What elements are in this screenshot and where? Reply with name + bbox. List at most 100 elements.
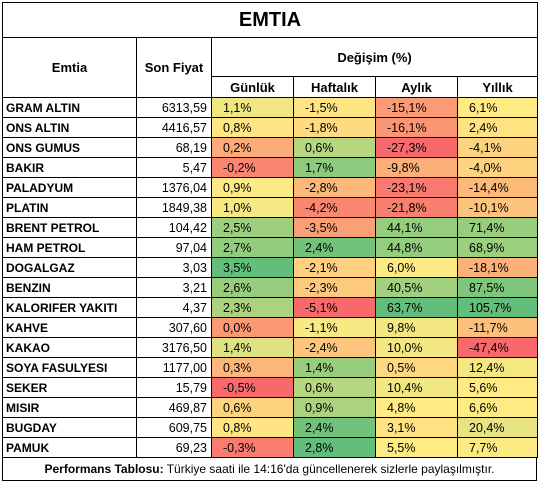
weekly-change: -2,4% [293,337,376,358]
header-monthly: Aylık [375,76,458,98]
commodity-name: PLATIN [2,197,137,218]
weekly-change: -4,2% [293,197,376,218]
last-price: 15,79 [136,377,212,398]
table-row: SOYA FASULYESI 1177,00 0,3% 1,4% 0,5% 12,4% [2,357,539,378]
last-price: 3176,50 [136,337,212,358]
daily-change: 2,3% [211,297,294,318]
daily-change: 1,4% [211,337,294,358]
monthly-change: 44,8% [375,237,458,258]
monthly-change: -9,8% [375,157,458,178]
weekly-change: -3,5% [293,217,376,238]
monthly-change: 9,8% [375,317,458,338]
commodity-name: PAMUK [2,437,137,458]
table-row: DOGALGAZ 3,03 3,5% -2,1% 6,0% -18,1% [2,257,539,278]
table-row: BAKIR 5,47 -0,2% 1,7% -9,8% -4,0% [2,157,539,178]
weekly-change: 0,9% [293,397,376,418]
table-row: KAHVE 307,60 0,0% -1,1% 9,8% -11,7% [2,317,539,338]
monthly-change: 4,8% [375,397,458,418]
last-price: 4416,57 [136,117,212,138]
header-commodity: Emtia [2,37,137,98]
yearly-change: 20,4% [456,417,539,438]
header-weekly: Haftalık [293,76,376,98]
yearly-change: 87,5% [456,277,539,298]
table-row: GRAM ALTIN 6313,59 1,1% -1,5% -15,1% 6,1% [2,97,539,118]
last-price: 69,23 [136,437,212,458]
monthly-change: 44,1% [375,217,458,238]
table-row: PALADYUM 1376,04 0,9% -2,8% -23,1% -14,4% [2,177,539,198]
weekly-change: 2,8% [293,437,376,458]
commodity-name: MISIR [2,397,137,418]
weekly-change: 2,4% [293,237,376,258]
last-price: 68,19 [136,137,212,158]
weekly-change: -1,1% [293,317,376,338]
monthly-change: -21,8% [375,197,458,218]
daily-change: 0,8% [211,117,294,138]
monthly-change: 5,5% [375,437,458,458]
yearly-change: -18,1% [456,257,539,278]
monthly-change: 10,4% [375,377,458,398]
daily-change: 0,0% [211,317,294,338]
table-row: BENZIN 3,21 2,6% -2,3% 40,5% 87,5% [2,277,539,298]
yearly-change: 7,7% [456,437,539,458]
daily-change: -0,2% [211,157,294,178]
table-row: MISIR 469,87 0,6% 0,9% 4,8% 6,6% [2,397,539,418]
yearly-change: 6,1% [456,97,539,118]
table-row: ONS GUMUS 68,19 0,2% 0,6% -27,3% -4,1% [2,137,539,158]
commodity-name: HAM PETROL [2,237,137,258]
monthly-change: 3,1% [375,417,458,438]
table-row: KALORIFER YAKITI 4,37 2,3% -5,1% 63,7% 105,7% [2,297,539,318]
monthly-change: 6,0% [375,257,458,278]
last-price: 5,47 [136,157,212,178]
commodity-name: BUGDAY [2,417,137,438]
commodity-table: EMTIA Emtia Son Fiyat Değişim (%) Günlük… [1,2,539,458]
header-last-price: Son Fiyat [136,37,212,98]
header-change: Değişim (%) [210,37,539,77]
monthly-change: 0,5% [375,357,458,378]
weekly-change: -2,3% [293,277,376,298]
weekly-change: -1,8% [293,117,376,138]
commodity-name: KAKAO [2,337,137,358]
last-price: 307,60 [136,317,212,338]
yearly-change: 105,7% [456,297,539,318]
daily-change: 0,6% [211,397,294,418]
table-row: HAM PETROL 97,04 2,7% 2,4% 44,8% 68,9% [2,237,539,258]
yearly-change: 2,4% [456,117,539,138]
commodity-name: SEKER [2,377,137,398]
commodity-name: BAKIR [2,157,137,178]
last-price: 6313,59 [136,97,212,118]
daily-change: 0,3% [211,357,294,378]
footer-note: Performans Tablosu: Türkiye saati ile 14… [2,458,537,481]
daily-change: -0,3% [211,437,294,458]
yearly-change: -10,1% [456,197,539,218]
daily-change: 2,5% [211,217,294,238]
yearly-change: 68,9% [456,237,539,258]
last-price: 469,87 [136,397,212,418]
monthly-change: 63,7% [375,297,458,318]
daily-change: 2,7% [211,237,294,258]
last-price: 1177,00 [136,357,212,378]
commodity-name: PALADYUM [2,177,137,198]
daily-change: 0,9% [211,177,294,198]
yearly-change: 5,6% [456,377,539,398]
daily-change: 2,6% [211,277,294,298]
header-daily: Günlük [211,76,294,98]
weekly-change: -1,5% [293,97,376,118]
commodity-name: KAHVE [2,317,137,338]
monthly-change: -15,1% [375,97,458,118]
monthly-change: -27,3% [375,137,458,158]
footer-bold: Performans Tablosu: [44,462,164,476]
last-price: 1849,38 [136,197,212,218]
weekly-change: -2,8% [293,177,376,198]
last-price: 3,21 [136,277,212,298]
daily-change: 3,5% [211,257,294,278]
commodity-name: SOYA FASULYESI [2,357,137,378]
weekly-change: 0,6% [293,377,376,398]
weekly-change: 2,4% [293,417,376,438]
yearly-change: 12,4% [456,357,539,378]
weekly-change: -2,1% [293,257,376,278]
yearly-change: 6,6% [456,397,539,418]
last-price: 97,04 [136,237,212,258]
yearly-change: -47,4% [456,337,539,358]
commodity-name: KALORIFER YAKITI [2,297,137,318]
commodity-name: DOGALGAZ [2,257,137,278]
